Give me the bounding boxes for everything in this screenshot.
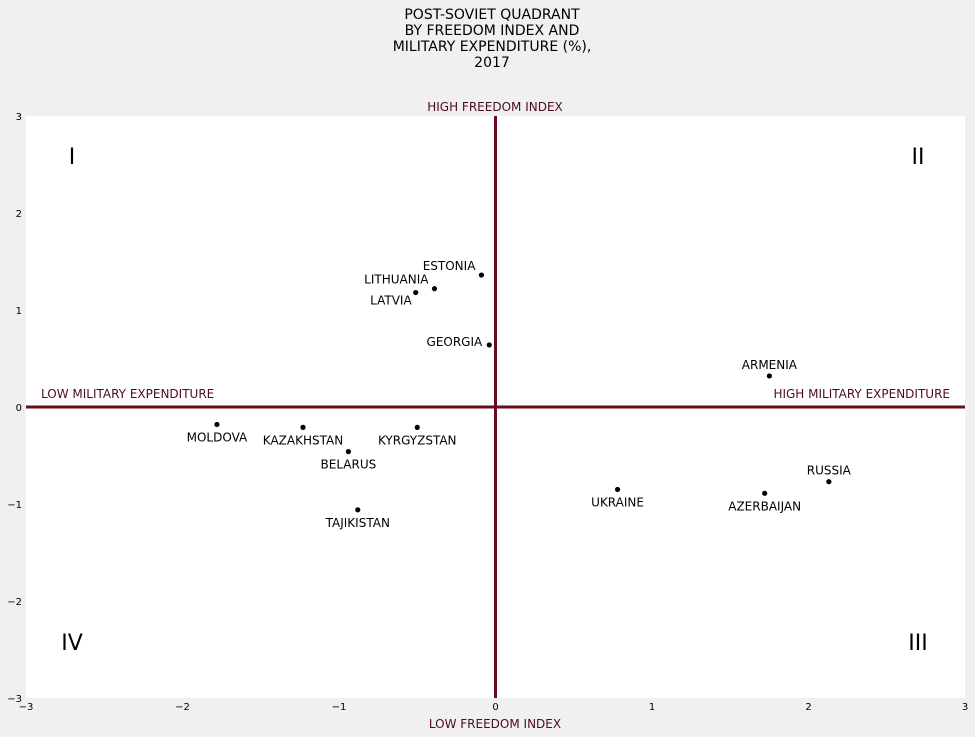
y-tick-label: −3 — [7, 694, 22, 705]
y-tick-label: 2 — [16, 209, 22, 220]
point-label-kyrgyzstan: KYRGYZSTAN — [378, 433, 457, 447]
point-label-belarus: BELARUS — [321, 458, 377, 472]
point-label-kazakhstan: KAZAKHSTAN — [263, 433, 343, 447]
data-point-georgia — [486, 342, 492, 348]
data-point-lithuania — [431, 286, 438, 292]
right-axis-label: HIGH MILITARY EXPENDITURE — [773, 387, 950, 401]
data-point-tajikistan — [355, 507, 361, 513]
point-label-estonia: ESTONIA — [423, 259, 476, 273]
data-point-ukraine — [614, 486, 621, 493]
data-point-armenia — [766, 373, 772, 379]
data-point-azerbaijan — [762, 490, 768, 496]
point-label-lithuania: LITHUANIA — [364, 273, 429, 287]
data-point-kazakhstan — [300, 424, 306, 430]
y-tick-label: −1 — [7, 500, 22, 511]
data-point-moldova — [214, 421, 220, 428]
quadrant-label-iii: III — [908, 631, 927, 656]
x-tick-label: −1 — [332, 702, 347, 713]
point-label-azerbaijan: AZERBAIJAN — [728, 499, 801, 513]
data-point-estonia — [478, 272, 485, 278]
title-line-3: MILITARY EXPENDITURE (%), — [393, 39, 592, 55]
x-tick-label: −3 — [19, 702, 34, 713]
title-line-1: POST-SOVIET QUADRANT — [404, 7, 580, 23]
left-axis-label: LOW MILITARY EXPENDITURE — [41, 387, 214, 401]
quadrant-label-ii: II — [912, 145, 925, 170]
point-label-armenia: ARMENIA — [742, 358, 798, 372]
title-line-4: 2017 — [474, 55, 510, 71]
y-tick-label: −2 — [7, 597, 22, 608]
quadrant-label-i: I — [69, 145, 76, 170]
y-tick-label: 1 — [16, 306, 22, 317]
data-point-russia — [826, 479, 832, 485]
axis-ticks: −3 −2 −1 0 1 2 3 −3 −2 −1 0 1 2 3 — [7, 112, 968, 713]
bottom-axis-label: LOW FREEDOM INDEX — [429, 717, 561, 731]
point-label-moldova: MOLDOVA — [187, 430, 248, 444]
y-tick-label: 3 — [16, 112, 22, 123]
point-label-russia: RUSSIA — [807, 464, 852, 478]
title-line-2: BY FREEDOM INDEX AND — [405, 23, 580, 39]
x-tick-label: −2 — [175, 702, 190, 713]
point-label-georgia: GEORGIA — [427, 335, 484, 349]
x-tick-label: 1 — [649, 702, 655, 713]
data-point-kyrgyzstan — [414, 424, 420, 430]
data-point-belarus — [345, 449, 351, 455]
quadrant-label-iv: IV — [61, 631, 83, 656]
y-tick-label: 0 — [16, 403, 22, 414]
top-axis-label: HIGH FREEDOM INDEX — [427, 100, 563, 114]
x-tick-label: 2 — [805, 702, 811, 713]
x-tick-label: 0 — [492, 702, 498, 713]
chart-title: POST-SOVIET QUADRANT BY FREEDOM INDEX AN… — [393, 7, 592, 71]
x-tick-label: 3 — [962, 702, 968, 713]
point-label-tajikistan: TAJIKISTAN — [325, 516, 390, 530]
data-point-latvia — [413, 289, 419, 296]
point-label-latvia: LATVIA — [370, 294, 412, 308]
point-label-ukraine: UKRAINE — [591, 495, 644, 509]
